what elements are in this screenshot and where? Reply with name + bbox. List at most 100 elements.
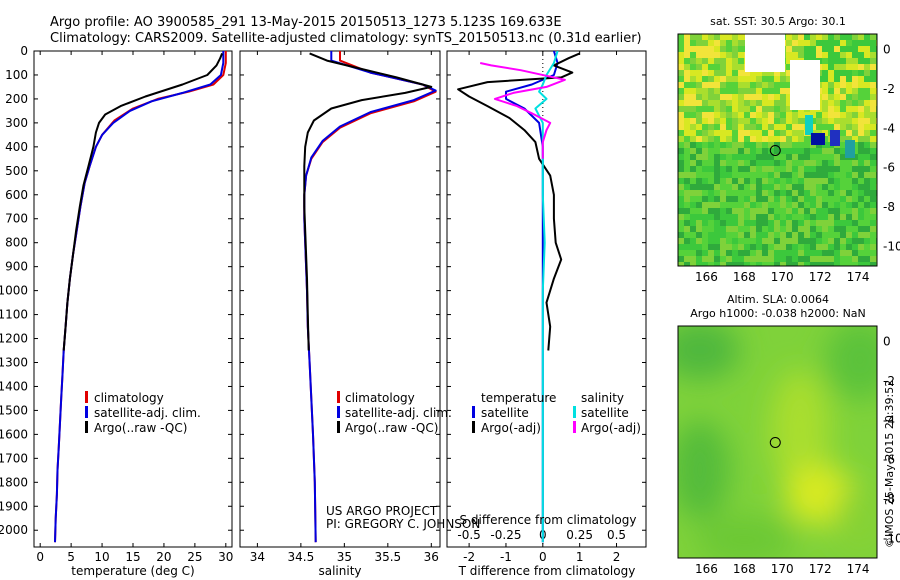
series-line-argo-raw-qc- bbox=[62, 53, 224, 351]
map-y-tick-label: -6 bbox=[883, 161, 895, 175]
legend-swatch-climatology bbox=[85, 391, 88, 403]
x-tick-label: 35.5 bbox=[374, 550, 401, 564]
legend-label-argo: Argo(..raw -QC) bbox=[94, 421, 187, 435]
legend-label-satellite: satellite-adj. clim. bbox=[94, 406, 201, 420]
sst-map-axes bbox=[677, 33, 878, 267]
project-name: US ARGO PROJECT bbox=[326, 504, 438, 518]
legend-label-t-satellite: satellite bbox=[481, 406, 529, 420]
depth-tick-label: 600 bbox=[5, 188, 28, 202]
series-line-argo-raw-qc- bbox=[303, 52, 433, 351]
s-diff-tick-label: -0.5 bbox=[457, 528, 480, 542]
header-line-2: Climatology: CARS2009. Satellite-adjuste… bbox=[50, 31, 642, 46]
x-tick-label: -2 bbox=[463, 550, 475, 564]
legend-label-s-argo: Argo(-adj) bbox=[581, 421, 641, 435]
map-x-tick-label: 174 bbox=[847, 270, 870, 284]
sst-map-field bbox=[678, 34, 877, 266]
x-tick-label: 36 bbox=[424, 550, 439, 564]
x-tick-label: 10 bbox=[94, 550, 109, 564]
depth-tick-label: 1300 bbox=[0, 355, 28, 369]
depth-tick-label: 1500 bbox=[0, 403, 28, 417]
plot-series bbox=[54, 51, 581, 543]
x-tick-label: -1 bbox=[500, 550, 512, 564]
salinity-xlabel: salinity bbox=[318, 564, 361, 578]
temperature-xlabel: temperature (deg C) bbox=[71, 564, 194, 578]
depth-tick-label: 100 bbox=[5, 68, 28, 82]
map-y-tick-label: -2 bbox=[883, 374, 895, 388]
map-y-tick-label: -4 bbox=[883, 121, 895, 135]
map-y-tick-label: -8 bbox=[883, 200, 895, 214]
legend-title-temperature: temperature bbox=[481, 391, 556, 405]
salinity-axes bbox=[239, 50, 441, 548]
legend-swatch-s-satellite bbox=[573, 406, 576, 418]
map-x-tick-label: 170 bbox=[771, 562, 794, 576]
map-x-tick-label: 168 bbox=[733, 270, 756, 284]
x-tick-label: 25 bbox=[187, 550, 202, 564]
s-diff-tick-label: 0.25 bbox=[566, 528, 593, 542]
series-line-salinity-argo-adj- bbox=[479, 62, 566, 159]
sst-map-title: sat. SST: 30.5 Argo: 30.1 bbox=[710, 15, 846, 28]
map-y-tick-label: 0 bbox=[883, 335, 891, 349]
map-x-tick-label: 172 bbox=[809, 562, 832, 576]
legend-label-s-satellite: satellite bbox=[581, 406, 629, 420]
depth-tick-label: 900 bbox=[5, 260, 28, 274]
x-tick-label: 34.5 bbox=[288, 550, 315, 564]
temperature-axes bbox=[33, 50, 233, 548]
legend-label-satellite: satellite-adj. clim. bbox=[345, 406, 452, 420]
temperature-legend: climatology satellite-adj. clim. Argo(..… bbox=[85, 391, 201, 435]
salinity-legend: climatology satellite-adj. clim. Argo(..… bbox=[337, 391, 452, 435]
salinity-series-group bbox=[303, 51, 437, 543]
depth-tick-label: 1800 bbox=[0, 475, 28, 489]
difference-xlabel-top: S difference from climatology bbox=[460, 513, 637, 527]
legend-swatch-t-satellite bbox=[472, 406, 475, 418]
s-diff-tick-label: -0.25 bbox=[490, 528, 521, 542]
legend-swatch-climatology bbox=[337, 391, 340, 403]
sst-argo-location-marker bbox=[769, 144, 781, 156]
legend-title-salinity: salinity bbox=[581, 391, 624, 405]
map-y-tick-label: -2 bbox=[883, 82, 895, 96]
sla-map-axes bbox=[677, 325, 878, 559]
difference-legend: temperature salinity satellite Argo(-adj… bbox=[472, 391, 641, 435]
x-tick-label: 20 bbox=[156, 550, 171, 564]
depth-tick-label: 1900 bbox=[0, 499, 28, 513]
map-x-tick-label: 170 bbox=[771, 270, 794, 284]
map-y-tick-label: 0 bbox=[883, 43, 891, 57]
x-tick-label: 2 bbox=[613, 550, 621, 564]
x-tick-label: 0 bbox=[539, 550, 547, 564]
x-tick-label: 1 bbox=[576, 550, 584, 564]
series-line-temperature-argo-adj- bbox=[457, 52, 581, 351]
x-tick-label: 30 bbox=[218, 550, 233, 564]
difference-series-group bbox=[457, 51, 581, 543]
map-x-tick-label: 168 bbox=[733, 562, 756, 576]
map-x-tick-label: 166 bbox=[695, 562, 718, 576]
map-x-tick-label: 172 bbox=[809, 270, 832, 284]
sla-map-title: Altim. SLA: 0.0064 bbox=[727, 293, 829, 306]
project-pi: PI: GREGORY C. JOHNSON bbox=[326, 517, 480, 531]
map-x-tick-label: 174 bbox=[847, 562, 870, 576]
x-tick-label: 5 bbox=[67, 550, 75, 564]
legend-swatch-satellite bbox=[337, 406, 340, 418]
depth-tick-label: 2000 bbox=[0, 523, 28, 537]
sla-map-subtitle: Argo h1000: -0.038 h2000: NaN bbox=[690, 307, 866, 320]
legend-swatch-argo bbox=[337, 421, 340, 433]
x-tick-label: 34 bbox=[250, 550, 265, 564]
legend-label-t-argo: Argo(-adj) bbox=[481, 421, 541, 435]
map-y-tick-label: -4 bbox=[883, 413, 895, 427]
legend-label-argo: Argo(..raw -QC) bbox=[345, 421, 438, 435]
sla-map-field bbox=[678, 326, 877, 558]
sla-argo-location-marker bbox=[769, 436, 781, 448]
map-x-tick-label: 166 bbox=[695, 270, 718, 284]
depth-tick-label: 800 bbox=[5, 236, 28, 250]
legend-label-climatology: climatology bbox=[345, 391, 415, 405]
s-diff-tick-label: 0.5 bbox=[607, 528, 626, 542]
depth-tick-label: 700 bbox=[5, 212, 28, 226]
map-y-tick-label: -6 bbox=[883, 453, 895, 467]
x-tick-label: 0 bbox=[36, 550, 44, 564]
legend-swatch-s-argo bbox=[573, 421, 576, 433]
depth-tick-label: 1700 bbox=[0, 451, 28, 465]
depth-tick-label: 200 bbox=[5, 92, 28, 106]
difference-axes bbox=[446, 50, 647, 548]
map-y-tick-label: -10 bbox=[883, 531, 900, 545]
x-tick-label: 35 bbox=[337, 550, 352, 564]
depth-tick-label: 500 bbox=[5, 164, 28, 178]
